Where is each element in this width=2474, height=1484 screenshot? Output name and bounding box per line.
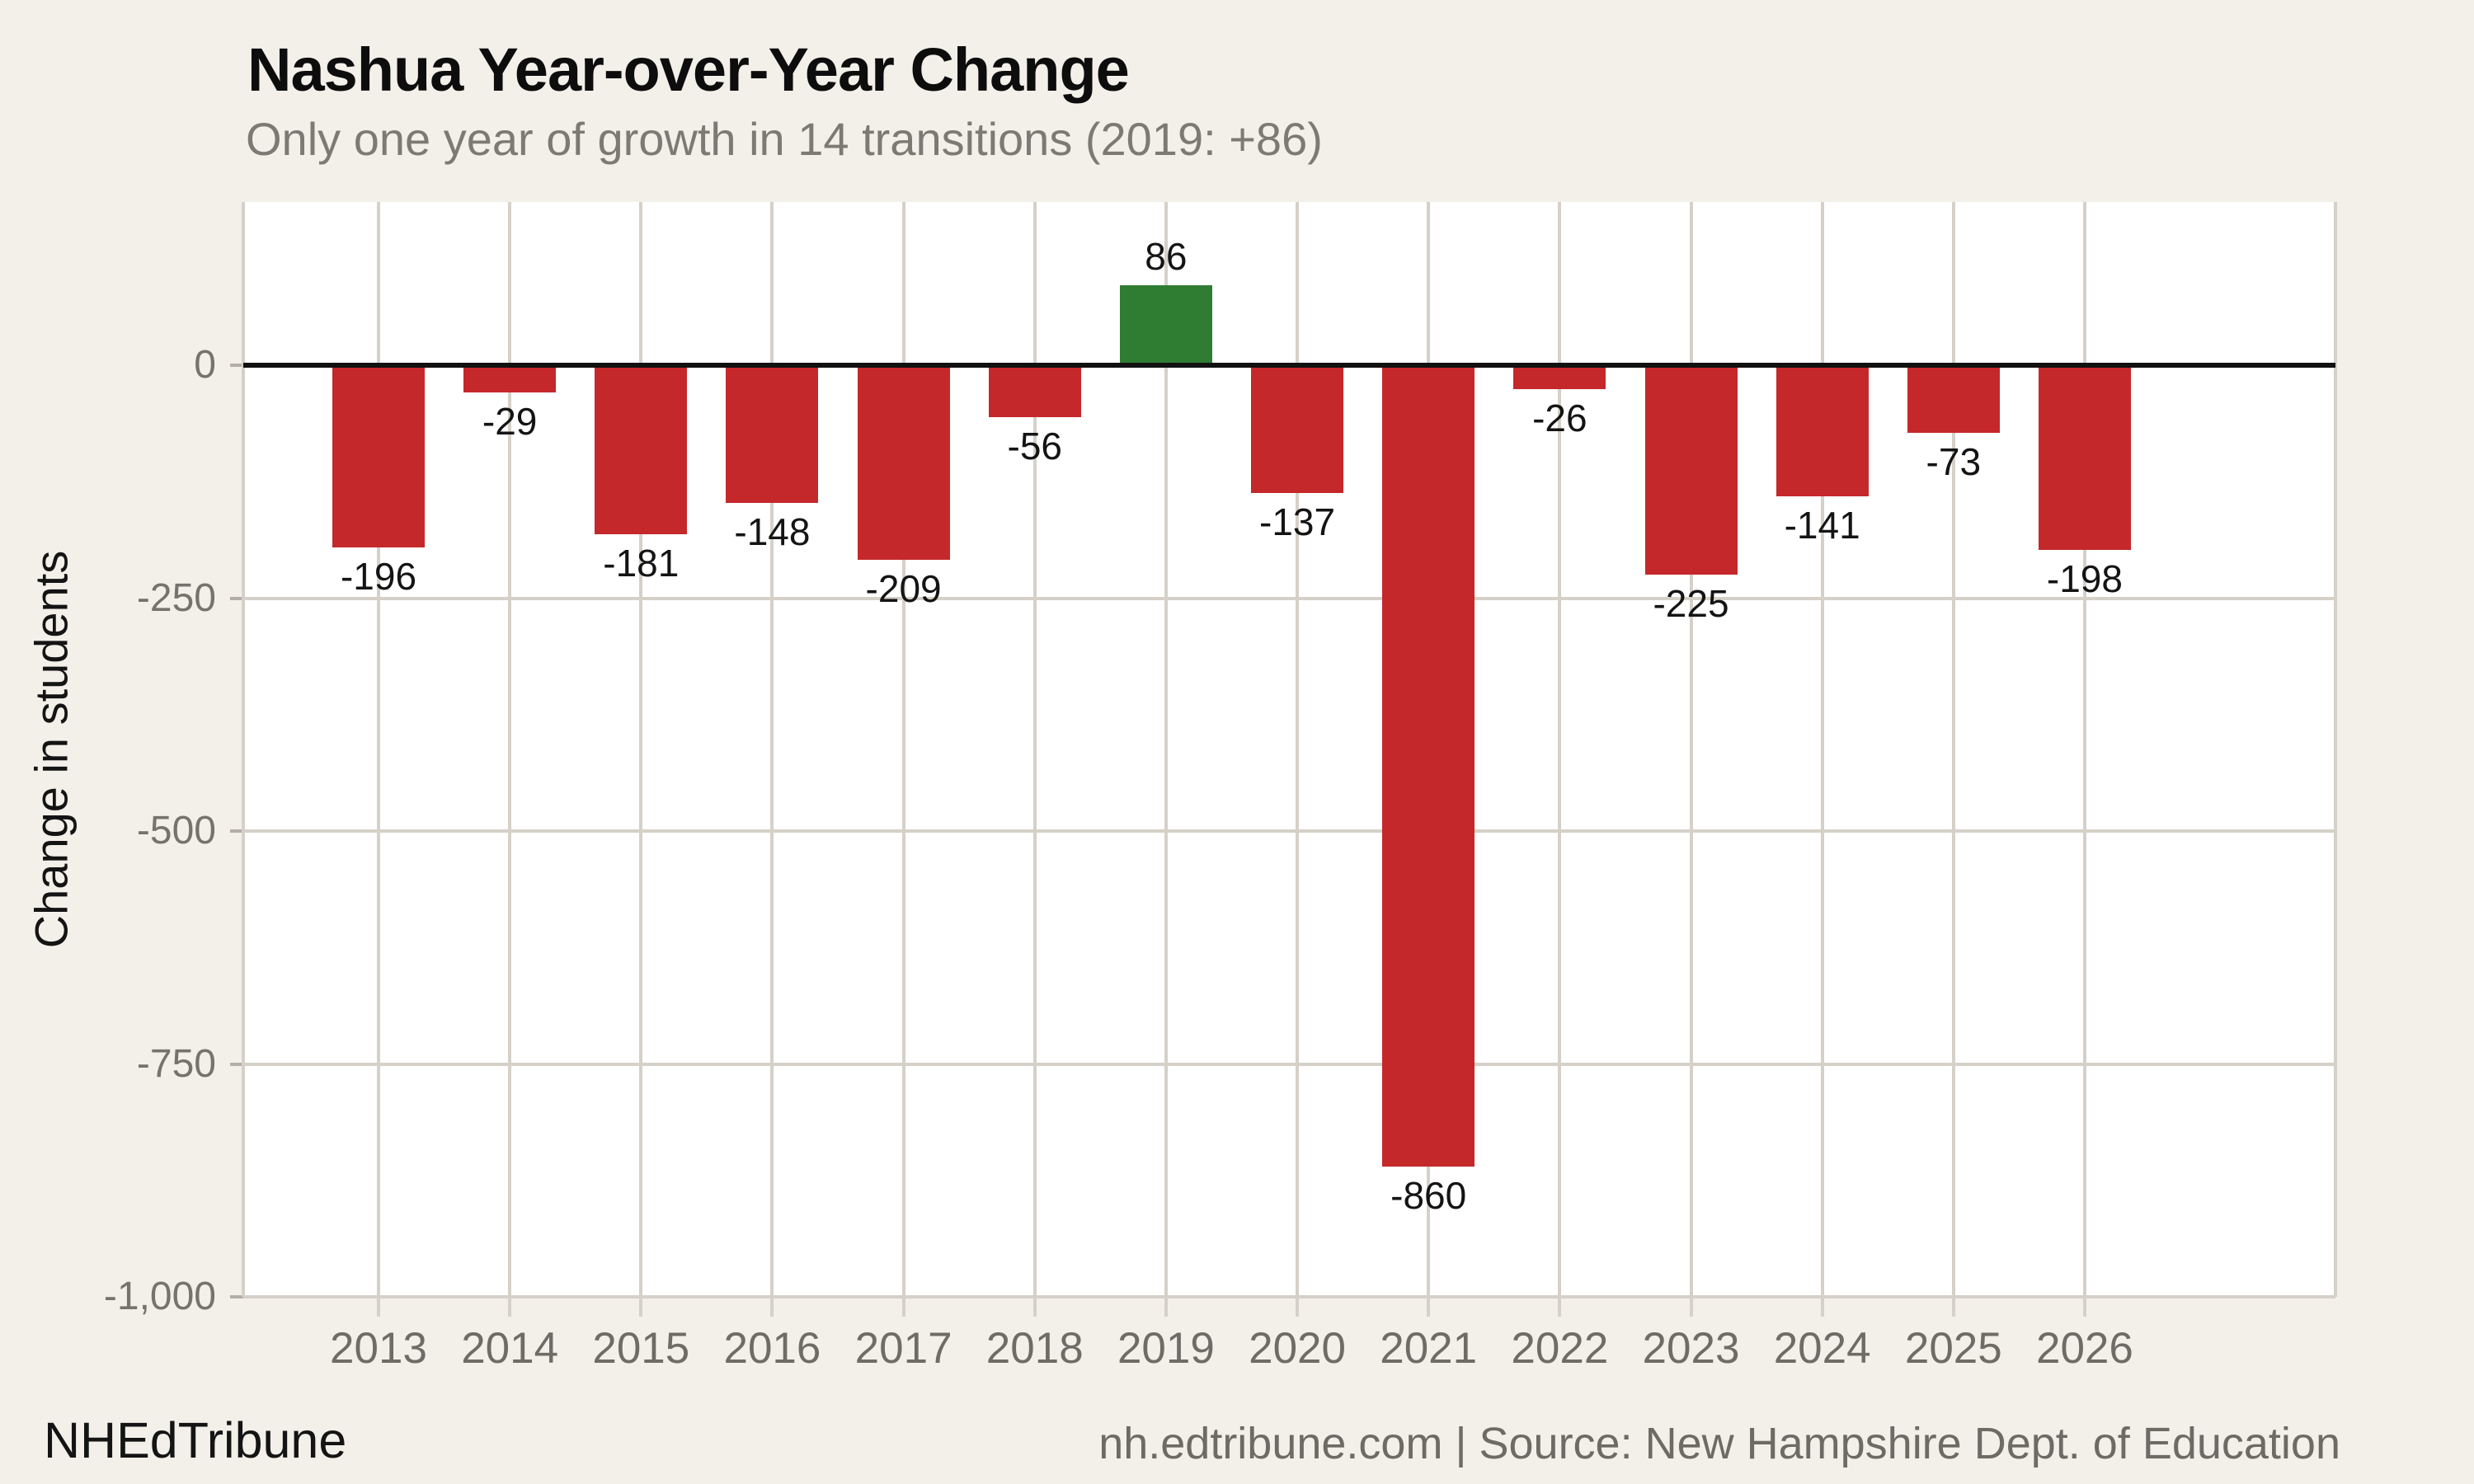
v-gridline (901, 202, 905, 1297)
v-gridline (508, 202, 512, 1297)
y-tick-label: -750 (136, 1041, 216, 1086)
x-tick-label: 2013 (330, 1324, 427, 1373)
bar (1119, 284, 1212, 365)
y-axis-tick (230, 829, 243, 833)
x-axis-tick (1820, 1297, 1824, 1317)
x-axis-tick (1164, 1297, 1168, 1317)
v-gridline (1296, 202, 1300, 1297)
bar-value-label: -225 (1653, 582, 1729, 626)
bar-value-label: -198 (2046, 556, 2123, 600)
x-axis-tick (1427, 1297, 1431, 1317)
x-tick-label: 2018 (985, 1324, 1084, 1373)
v-gridline (1032, 202, 1037, 1297)
x-tick-label: 2024 (1773, 1324, 1871, 1373)
zero-baseline (243, 363, 2335, 368)
bar-value-label: -73 (1926, 440, 1982, 484)
bar (1907, 365, 2000, 434)
v-gridline (377, 202, 380, 1297)
x-tick-label: 2021 (1380, 1324, 1478, 1373)
bar (1644, 365, 1738, 575)
x-axis-tick (377, 1297, 380, 1317)
bar (726, 365, 819, 504)
v-gridline (2334, 202, 2337, 1297)
v-gridline (639, 202, 643, 1297)
v-gridline (1951, 202, 1955, 1297)
footer-source: nh.edtribune.com | Source: New Hampshire… (1098, 1419, 2340, 1468)
bar (857, 365, 950, 561)
bar-value-label: -56 (1007, 425, 1062, 468)
bar (1513, 365, 1606, 390)
bar-value-label: -196 (340, 555, 417, 599)
y-axis-tick (230, 1062, 243, 1066)
y-tick-label: -250 (136, 575, 216, 620)
x-tick-label: 2016 (723, 1324, 821, 1373)
bar (988, 365, 1081, 418)
x-tick-label: 2022 (1511, 1324, 1609, 1373)
v-gridline (1164, 202, 1168, 1297)
v-gridline (1689, 202, 1693, 1297)
v-gridline (2082, 202, 2086, 1297)
h-gridline (243, 829, 2335, 833)
bar (1251, 365, 1344, 493)
y-axis-tick (230, 1295, 243, 1298)
x-axis-tick (2082, 1297, 2086, 1317)
x-axis-tick (1032, 1297, 1037, 1317)
bar (1382, 365, 1475, 1167)
x-tick-label: 2014 (461, 1324, 559, 1373)
x-tick-label: 2015 (592, 1324, 690, 1373)
y-tick-label: -1,000 (103, 1275, 216, 1318)
x-axis-tick (770, 1297, 774, 1317)
bar-value-label: -141 (1784, 504, 1860, 547)
x-axis-tick (1689, 1297, 1693, 1317)
bar (463, 365, 557, 392)
y-tick-label: -500 (136, 809, 216, 852)
x-tick-label: 2017 (854, 1324, 952, 1373)
chart-title: Nashua Year-over-Year Change (247, 35, 1130, 104)
bar (332, 365, 425, 548)
x-axis-tick (1951, 1297, 1955, 1317)
y-axis-tick (230, 596, 243, 600)
x-tick-label: 2020 (1249, 1324, 1346, 1373)
bar (2038, 365, 2131, 550)
x-axis-tick (639, 1297, 643, 1317)
bar-value-label: -209 (865, 567, 942, 611)
bar (595, 365, 688, 534)
h-gridline (243, 1062, 2335, 1066)
bar-value-label: -181 (603, 541, 680, 585)
bar-value-label: -148 (734, 510, 811, 554)
y-axis-tick (230, 364, 243, 367)
chart-subtitle: Only one year of growth in 14 transition… (246, 113, 1323, 165)
x-tick-label: 2026 (2035, 1324, 2133, 1373)
bar (1776, 365, 1869, 497)
bar-value-label: -29 (482, 399, 538, 443)
v-gridline (1820, 202, 1824, 1297)
bar-value-label: -26 (1532, 397, 1587, 440)
v-gridline (1558, 202, 1562, 1297)
x-axis-tick (1296, 1297, 1300, 1317)
x-tick-label: 2019 (1117, 1324, 1215, 1373)
bar-value-label: -137 (1259, 500, 1336, 543)
x-tick-label: 2023 (1642, 1324, 1740, 1373)
footer-brand: NHEdTribune (44, 1412, 347, 1468)
y-tick-label: 0 (194, 343, 216, 387)
x-axis-tick (1558, 1297, 1562, 1317)
bar-value-label: 86 (1145, 234, 1188, 278)
h-gridline (243, 1295, 2335, 1298)
x-axis-tick (508, 1297, 512, 1317)
x-tick-label: 2025 (1904, 1324, 2002, 1373)
h-gridline (243, 596, 2335, 600)
bar-value-label: -860 (1390, 1173, 1467, 1217)
x-axis-tick (901, 1297, 905, 1317)
v-gridline (770, 202, 774, 1297)
v-gridline (242, 202, 245, 1297)
